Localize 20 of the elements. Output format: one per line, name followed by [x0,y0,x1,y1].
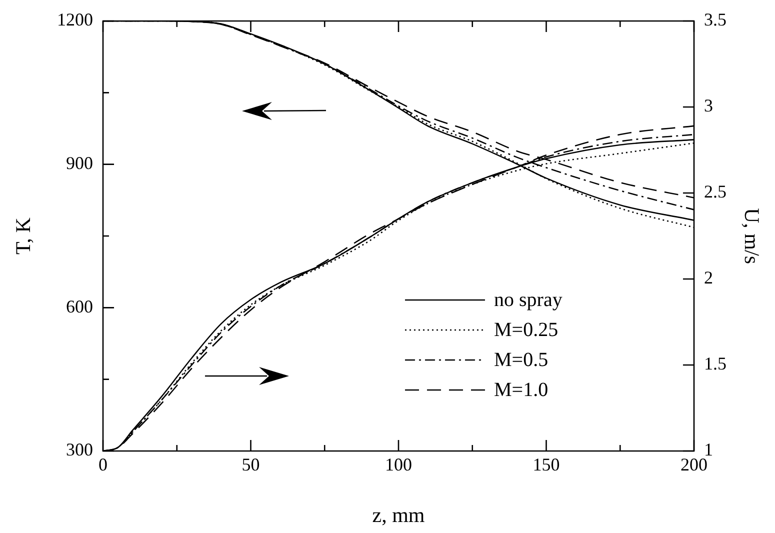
legend-label: M=0.25 [494,318,558,343]
y2-tick-label: 2.5 [704,182,726,202]
y-tick-label: 300 [66,440,93,460]
y2-tick-label: 3.5 [704,10,726,30]
legend-label: no spray [494,288,562,313]
y-tick-label: 600 [66,296,93,316]
x-tick-label: 150 [532,454,560,475]
y2-tick-label: 1.5 [704,354,726,374]
x-tick-label: 100 [385,454,412,475]
x-tick-label: 0 [98,454,108,475]
y2-axis-title: U, m/s [740,208,764,264]
y-tick-label: 900 [66,153,93,174]
x-axis-title: z, mm [372,502,425,527]
legend-label: M=1.0 [494,378,548,403]
y2-tick-label: 2 [704,268,713,288]
legend-label: M=0.5 [494,348,548,373]
y-tick-label: 1200 [57,10,93,30]
x-tick-label: 50 [242,454,260,475]
y2-tick-label: 3 [704,96,713,116]
y-axis-title: T, K [11,218,36,254]
